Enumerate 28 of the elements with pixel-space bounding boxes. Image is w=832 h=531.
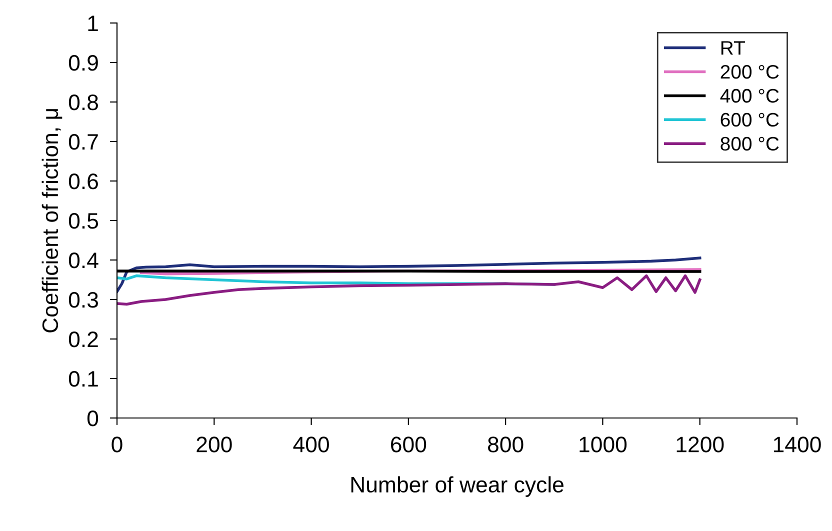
legend-label: RT <box>721 41 745 55</box>
x-tick-label: 400 <box>293 436 329 452</box>
x-tick-label: 0 <box>112 436 122 452</box>
x-tick-label: 800 <box>488 436 524 452</box>
legend-label: 800 °C <box>720 136 779 151</box>
y-tick-label: 1 <box>88 16 98 32</box>
y-tick-label: 0.7 <box>68 134 98 150</box>
y-tick-label: 0.3 <box>68 292 98 308</box>
legend-label: 200 °C <box>720 64 779 79</box>
y-tick-label: 0.9 <box>68 55 98 71</box>
x-tick-label: 200 <box>196 436 232 452</box>
line-series <box>117 256 702 293</box>
y-axis-title: Coefficient of friction, μ <box>42 109 62 332</box>
x-tick-label: 1000 <box>580 436 627 452</box>
y-tick-label: 0.4 <box>68 252 98 268</box>
x-tick-label: 1400 <box>774 436 821 452</box>
x-axis-title: Number of wear cycle <box>351 476 564 497</box>
y-tick-label: 0.1 <box>68 371 98 387</box>
line-series <box>117 274 702 306</box>
legend-label: 600 °C <box>720 112 779 127</box>
y-tick-label: 0 <box>87 410 98 426</box>
x-tick-label: 1200 <box>676 436 724 452</box>
y-tick-label: 0.2 <box>68 332 98 348</box>
y-tick-label: 0.8 <box>68 94 98 110</box>
y-tick-label: 0.6 <box>68 174 98 190</box>
legend-label: 400 °C <box>720 88 779 103</box>
y-tick-label: 0.5 <box>68 213 98 229</box>
x-tick-label: 600 <box>391 436 426 452</box>
